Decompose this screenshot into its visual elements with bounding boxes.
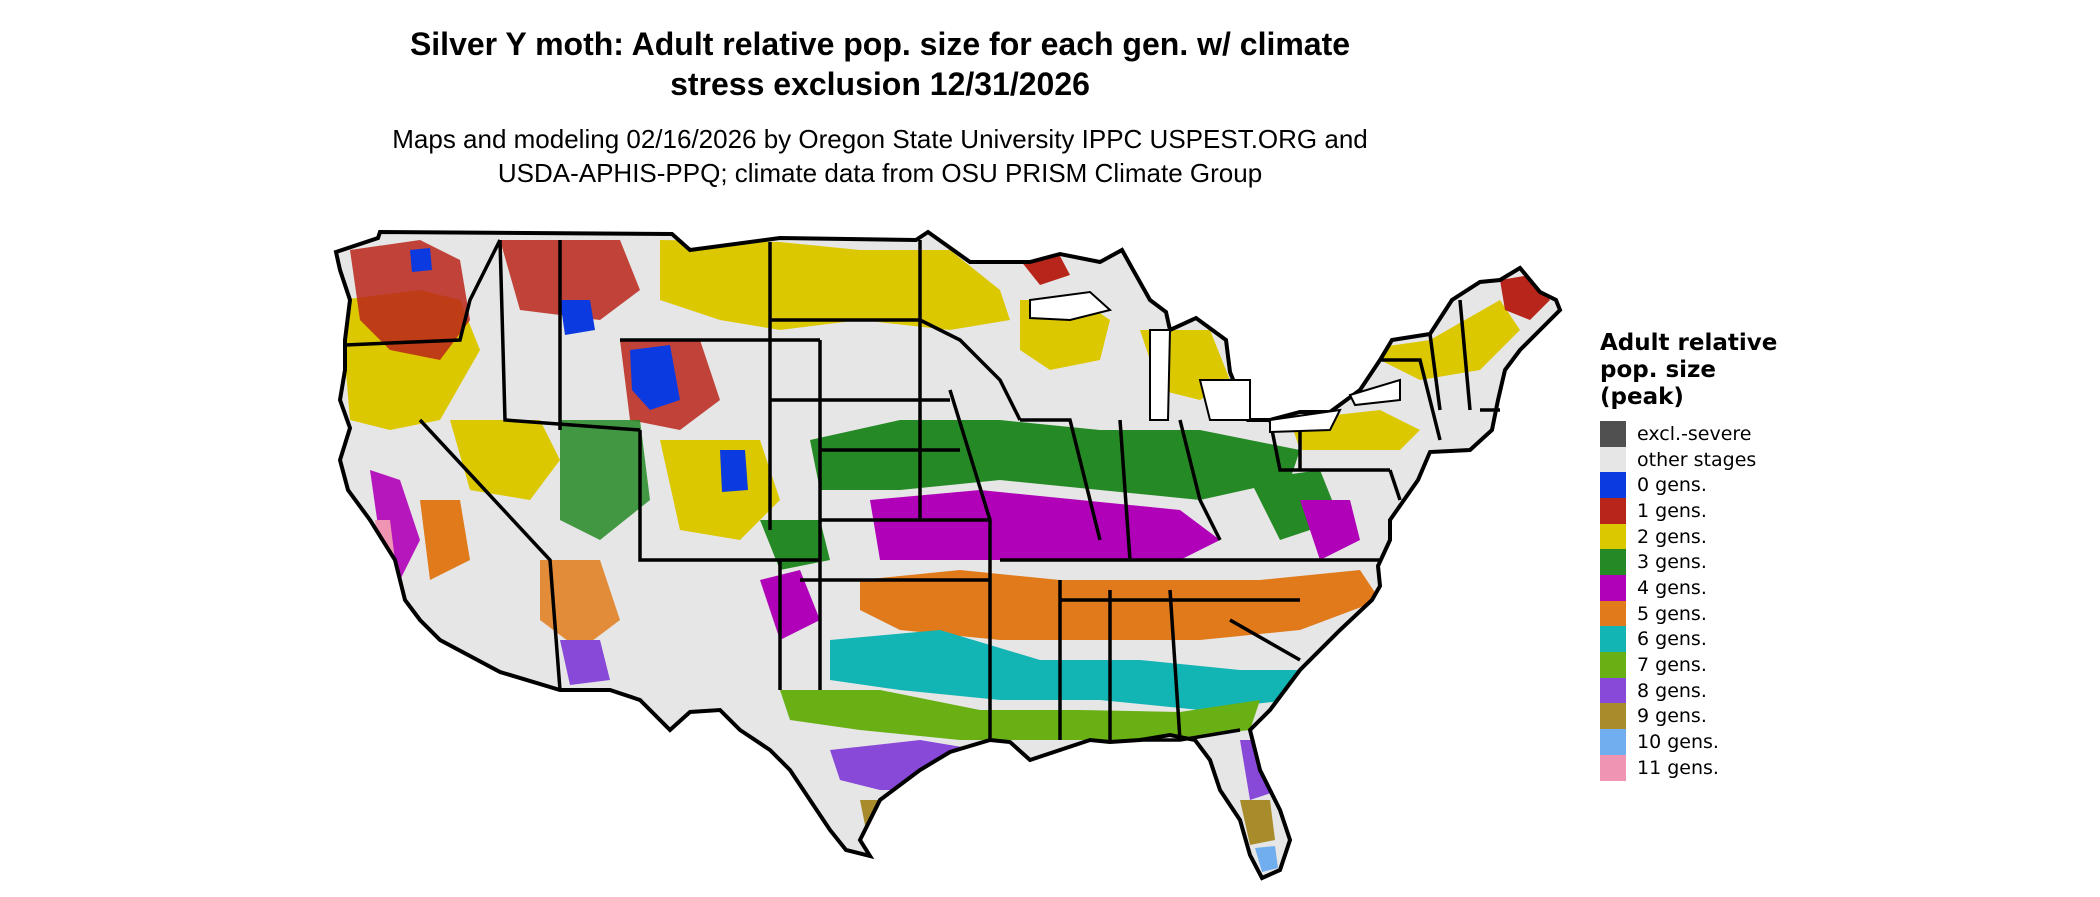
legend-item-6-gens: 6 gens. [1600,626,1820,653]
legend-item-excl-severe: excl.-severe [1600,420,1820,447]
legend-swatch [1600,446,1626,473]
map-subtitle-line-2: USDA-APHIS-PPQ; climate data from OSU PR… [497,158,1263,188]
legend-item-8-gens: 8 gens. [1600,677,1820,704]
legend-swatch [1600,729,1626,756]
legend-swatch [1600,420,1626,447]
legend-label: 3 gens. [1637,551,1707,574]
legend-item-10-gens: 10 gens. [1600,729,1820,756]
legend-item-0-gens: 0 gens. [1600,472,1820,499]
map-title-line-2: stress exclusion 12/31/2026 [670,66,1090,102]
state-boundaries [344,239,1500,742]
legend-label: 4 gens. [1637,576,1707,599]
legend-swatch [1600,652,1626,679]
legend-item-9-gens: 9 gens. [1600,703,1820,730]
legend-swatch [1600,703,1626,730]
great-lakes [1029,290,1401,434]
legend-swatch [1600,549,1626,576]
map-subtitle-line-1: Maps and modeling 02/16/2026 by Oregon S… [392,124,1368,154]
legend-label: 11 gens. [1637,756,1719,779]
legend-item-7-gens: 7 gens. [1600,652,1820,679]
legend-swatch [1600,600,1626,627]
legend-title: Adult relative pop. size (peak) [1600,330,1820,411]
legend-item-1-gens: 1 gens. [1600,497,1820,524]
legend-label: 9 gens. [1637,705,1707,728]
legend-label: 6 gens. [1637,628,1707,651]
legend-swatch [1600,677,1626,704]
legend-title-line-3: (peak) [1600,384,1684,410]
legend-label: 2 gens. [1637,525,1707,548]
legend-item-5-gens: 5 gens. [1600,600,1820,627]
legend-swatch [1600,523,1626,550]
legend-item-3-gens: 3 gens. [1600,549,1820,576]
legend-label: 1 gens. [1637,499,1707,522]
legend-label: 0 gens. [1637,474,1707,497]
legend-item-2-gens: 2 gens. [1600,523,1820,550]
legend-swatch [1600,472,1626,499]
legend-label: 7 gens. [1637,654,1707,677]
legend: Adult relative pop. size (peak) excl.-se… [1600,330,1820,781]
map-subtitle: Maps and modeling 02/16/2026 by Oregon S… [0,122,1760,190]
legend-label: 8 gens. [1637,679,1707,702]
legend-swatch [1600,626,1626,653]
legend-label: 10 gens. [1637,731,1719,754]
legend-item-4-gens: 4 gens. [1600,574,1820,601]
legend-items: excl.-severe other stages 0 gens. 1 gens… [1600,420,1820,781]
legend-item-11-gens: 11 gens. [1600,754,1820,781]
legend-title-line-2: pop. size [1600,357,1717,383]
legend-swatch [1600,497,1626,524]
legend-label: other stages [1637,448,1757,471]
legend-title-line-1: Adult relative [1600,330,1778,356]
legend-label: 5 gens. [1637,602,1707,625]
legend-swatch [1600,754,1626,781]
legend-label: excl.-severe [1637,422,1752,445]
map-title-line-1: Silver Y moth: Adult relative pop. size … [409,26,1351,62]
legend-item-other-stages: other stages [1600,446,1820,473]
legend-swatch [1600,574,1626,601]
map-title: Silver Y moth: Adult relative pop. size … [0,24,1760,104]
